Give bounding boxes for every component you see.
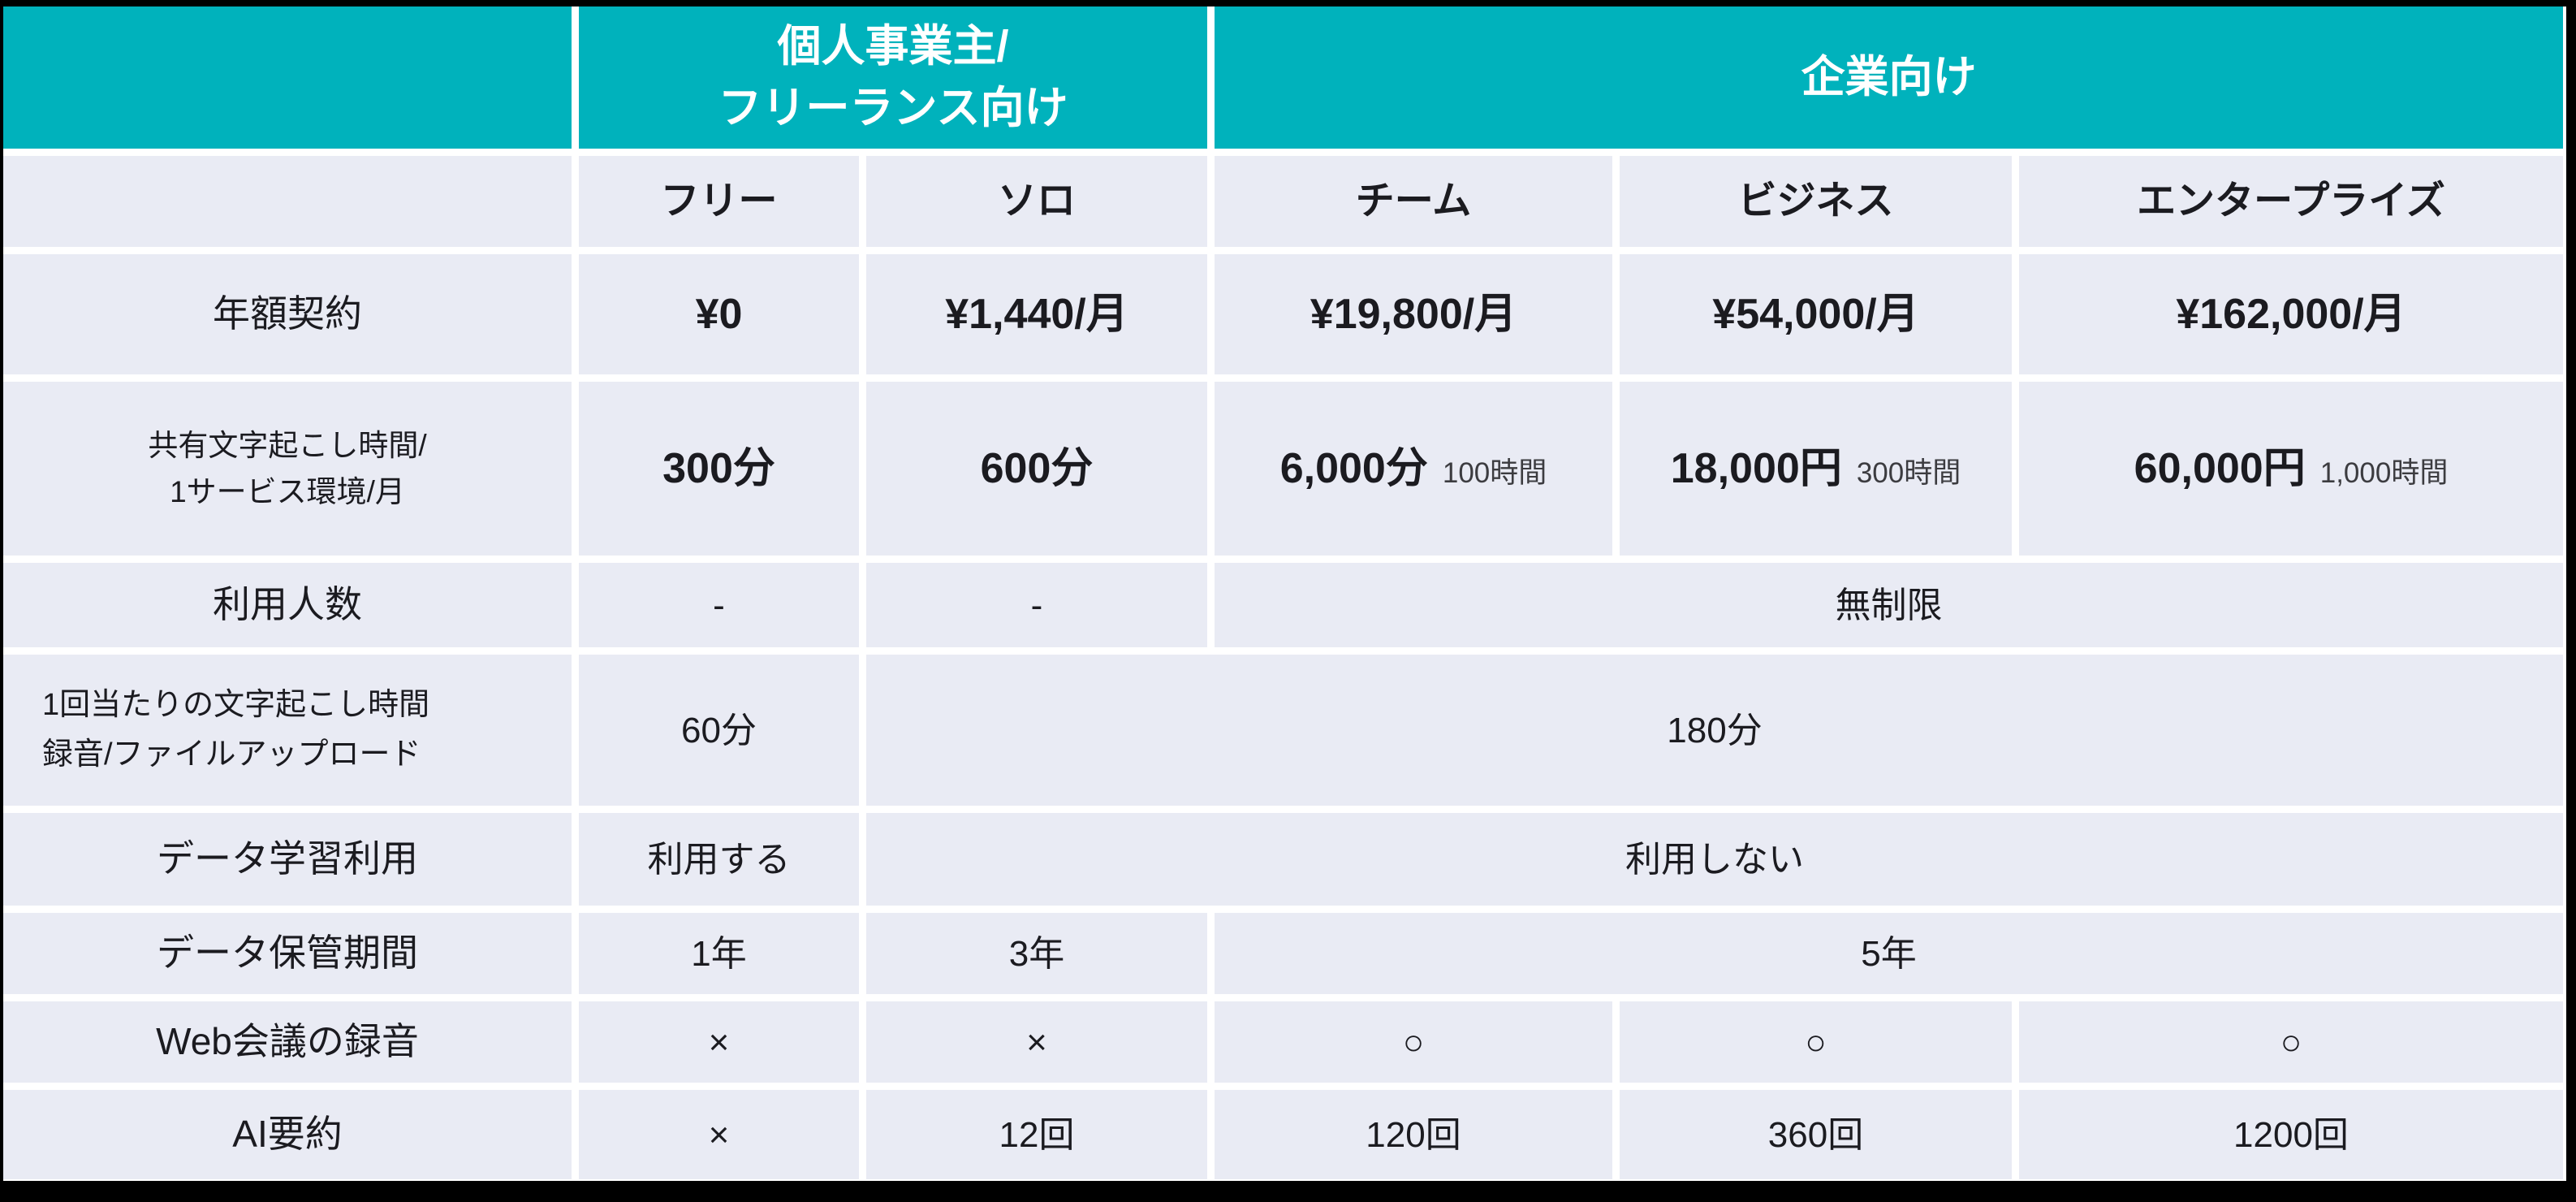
row-per-session-label: 1回当たりの文字起こし時間 録音/ファイルアップロード <box>3 655 572 806</box>
cell-retention-merged: 5年 <box>1215 913 2563 994</box>
cell-annual-business: ¥54,000/月 <box>1620 254 2012 374</box>
cell-shared-time-business-sub: 300時間 <box>1856 456 1961 489</box>
cell-web-meeting-free: × <box>579 1001 859 1083</box>
cell-shared-time-team: 6,000分 100時間 <box>1215 382 1612 556</box>
cell-per-session-free: 60分 <box>579 655 859 806</box>
row-ai-summary-label: AI要約 <box>3 1090 572 1179</box>
cell-web-meeting-enterprise: ○ <box>2019 1001 2563 1083</box>
cell-data-learning-free: 利用する <box>579 813 859 906</box>
cell-web-meeting-business: ○ <box>1620 1001 2012 1083</box>
cell-web-meeting-solo: × <box>866 1001 1207 1083</box>
cell-shared-time-solo: 600分 <box>866 382 1207 556</box>
cell-users-solo: - <box>866 563 1207 647</box>
row-retention-label: データ保管期間 <box>3 913 572 994</box>
plan-business: ビジネス <box>1620 156 2012 247</box>
cell-shared-time-team-sub: 100時間 <box>1442 456 1547 489</box>
header-group-personal-line1: 個人事業主/ <box>777 21 1009 71</box>
row-annual-label: 年額契約 <box>3 254 572 374</box>
cell-ai-summary-business: 360回 <box>1620 1090 2012 1179</box>
cell-shared-time-enterprise: 60,000円 1,000時間 <box>2019 382 2563 556</box>
header-blank-cell <box>3 6 572 149</box>
cell-annual-free: ¥0 <box>579 254 859 374</box>
row-per-session-label-line1: 1回当たりの文字起こし時間 <box>42 688 430 723</box>
plan-row-blank-cell <box>3 156 572 247</box>
row-data-learning-label: データ学習利用 <box>3 813 572 906</box>
cell-retention-solo: 3年 <box>866 913 1207 994</box>
header-group-enterprise: 企業向け <box>1215 6 2563 149</box>
cell-ai-summary-enterprise: 1200回 <box>2019 1090 2563 1179</box>
plan-team: チーム <box>1215 156 1612 247</box>
cell-ai-summary-team: 120回 <box>1215 1090 1612 1179</box>
row-shared-time-label-line2: 1サービス環境/月 <box>170 475 405 508</box>
plan-enterprise: エンタープライズ <box>2019 156 2563 247</box>
cell-users-enterprise-merged: 無制限 <box>1215 563 2563 647</box>
cell-shared-time-enterprise-main: 60,000円 <box>2134 444 2306 492</box>
cell-web-meeting-team: ○ <box>1215 1001 1612 1083</box>
cell-annual-solo: ¥1,440/月 <box>866 254 1207 374</box>
row-shared-time-label-line1: 共有文字起こし時間/ <box>148 428 427 462</box>
cell-annual-enterprise: ¥162,000/月 <box>2019 254 2563 374</box>
cell-shared-time-enterprise-sub: 1,000時間 <box>2319 456 2449 489</box>
plan-solo: ソロ <box>866 156 1207 247</box>
plan-free: フリー <box>579 156 859 247</box>
cell-shared-time-business-main: 18,000円 <box>1670 444 1842 492</box>
header-group-personal: 個人事業主/ フリーランス向け <box>579 6 1207 149</box>
cell-annual-team: ¥19,800/月 <box>1215 254 1612 374</box>
cell-ai-summary-solo: 12回 <box>866 1090 1207 1179</box>
row-shared-time-label: 共有文字起こし時間/ 1サービス環境/月 <box>3 382 572 556</box>
cell-retention-free: 1年 <box>579 913 859 994</box>
row-per-session-label-line2: 録音/ファイルアップロード <box>42 737 421 772</box>
cell-ai-summary-free: × <box>579 1090 859 1179</box>
header-group-personal-line2: フリーランス向け <box>718 83 1068 132</box>
row-users-label: 利用人数 <box>3 563 572 647</box>
cell-shared-time-business: 18,000円 300時間 <box>1620 382 2012 556</box>
pricing-table: 個人事業主/ フリーランス向け 企業向け フリー ソロ チーム ビジネス エンタ… <box>3 6 2566 1181</box>
cell-users-free: - <box>579 563 859 647</box>
cell-data-learning-merged: 利用しない <box>866 813 2563 906</box>
cell-shared-time-team-main: 6,000分 <box>1279 444 1428 492</box>
cell-per-session-merged: 180分 <box>866 655 2563 806</box>
row-web-meeting-label: Web会議の録音 <box>3 1001 572 1083</box>
cell-shared-time-free: 300分 <box>579 382 859 556</box>
